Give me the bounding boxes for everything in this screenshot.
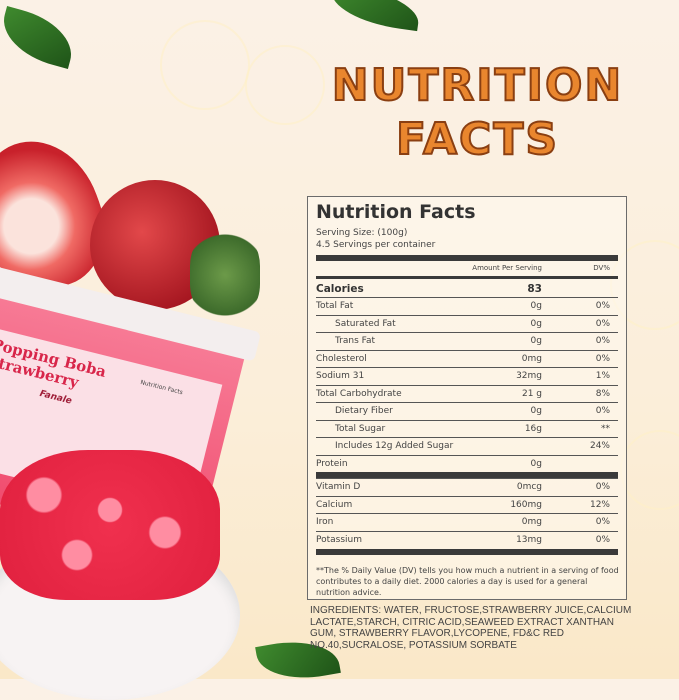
calories-row: Calories 83 xyxy=(316,280,618,297)
divider-line xyxy=(316,530,618,532)
nutrient-dv: 24% xyxy=(589,441,610,451)
leaf-decoration xyxy=(0,6,80,69)
nutrient-amount: 13mg xyxy=(516,534,542,545)
nutrient-dv: 12% xyxy=(589,499,610,510)
nutrient-label: Total Carbohydrate xyxy=(316,388,402,399)
nutrient-row: Protein 0g xyxy=(316,456,618,473)
calories-label: Calories xyxy=(316,283,364,295)
nutrient-row: Total Fat 0g 0% xyxy=(316,298,618,315)
nutrient-amount: 0g xyxy=(530,318,542,329)
nutrient-amount: 32mg xyxy=(516,371,542,381)
divider-line xyxy=(316,349,618,351)
nutrient-amount: 0mg xyxy=(521,517,542,527)
strawberry-leaves-image xyxy=(190,230,260,320)
nutrient-label: Potassium xyxy=(316,534,363,545)
nutrient-row: Cholesterol 0mg 0% xyxy=(316,351,618,368)
nutrient-amount: 0mcg xyxy=(516,482,542,492)
boba-pearls-image xyxy=(0,450,220,600)
nutrient-row: Vitamin D 0mcg 0% xyxy=(316,479,618,496)
nutrient-dv: 1% xyxy=(595,371,610,381)
divider-line xyxy=(316,437,618,438)
nutrient-dv: ** xyxy=(601,423,610,434)
calories-value: 83 xyxy=(527,283,542,295)
heading-line1: NUTRITION xyxy=(331,60,624,111)
nutrient-label: Sodium 31 xyxy=(316,371,365,381)
nutrient-row: Includes 12g Added Sugar 24% xyxy=(316,438,618,455)
divider-line xyxy=(316,367,618,368)
nutrient-amount: 16g xyxy=(524,423,542,434)
background-bubble xyxy=(620,430,679,510)
nutrient-amount: 0g xyxy=(530,406,542,416)
col-dv-header: DV% xyxy=(593,264,610,272)
leaf-decoration xyxy=(328,0,422,32)
nutrition-facts-title: Nutrition Facts xyxy=(316,201,476,223)
product-name: Popping Boba Strawberry xyxy=(0,335,108,397)
divider-line xyxy=(316,513,618,514)
brand-logo: Fanale xyxy=(38,388,73,407)
nutrient-dv: 0% xyxy=(595,318,610,329)
nutrient-dv: 8% xyxy=(595,388,610,399)
divider-thick xyxy=(316,255,618,261)
nutrition-facts-panel: Nutrition Facts Serving Size: (100g) 4.5… xyxy=(307,196,627,600)
nutrient-dv: 0% xyxy=(595,534,610,545)
divider-thick xyxy=(316,276,618,279)
nutrient-label: Vitamin D xyxy=(316,482,361,492)
nutrient-row: Saturated Fat 0g 0% xyxy=(316,316,618,333)
divider-line xyxy=(316,332,618,333)
divider-line xyxy=(316,478,618,479)
nutrient-label: Total Sugar xyxy=(335,423,386,434)
nutrient-dv: 0% xyxy=(595,301,610,311)
divider-line xyxy=(316,419,618,421)
servings-per-container: 4.5 Servings per container xyxy=(316,240,436,250)
background-bubble xyxy=(245,45,325,125)
column-header-row: Amount Per Serving DV% xyxy=(316,261,618,278)
background-bubble xyxy=(160,20,250,110)
nutrient-label: Dietary Fiber xyxy=(335,406,393,416)
divider-line xyxy=(316,384,618,386)
heading-line2: FACTS xyxy=(395,114,560,165)
nutrient-label: Includes 12g Added Sugar xyxy=(335,441,454,451)
nutrient-label: Trans Fat xyxy=(335,336,376,346)
nutrient-amount: 0g xyxy=(530,301,542,311)
nutrient-row: Dietary Fiber 0g 0% xyxy=(316,403,618,420)
divider-line xyxy=(316,454,618,456)
daily-value-footnote: **The % Daily Value (DV) tells you how m… xyxy=(316,566,619,597)
nutrient-label: Saturated Fat xyxy=(335,318,396,329)
divider-thick xyxy=(316,549,618,555)
nutrient-dv: 0% xyxy=(595,482,610,492)
serving-size: Serving Size: (100g) xyxy=(316,228,408,238)
nutrient-label: Total Fat xyxy=(316,301,354,311)
nutrient-amount: 160mg xyxy=(510,499,542,510)
ingredients-text: INGREDIENTS: WATER, FRUCTOSE,STRAWBERRY … xyxy=(310,605,632,651)
nutrient-amount: 0mg xyxy=(521,353,542,364)
nutrient-amount: 0g xyxy=(530,336,542,346)
nutrient-row: Total Sugar 16g ** xyxy=(316,421,618,438)
nutrient-dv: 0% xyxy=(595,517,610,527)
nutrient-label: Calcium xyxy=(316,499,353,510)
nutrient-row: Calcium 160mg 12% xyxy=(316,497,618,514)
nutrient-dv: 0% xyxy=(595,336,610,346)
nutrient-amount: 0g xyxy=(530,458,542,469)
nutrient-label: Protein xyxy=(316,458,348,469)
divider-line xyxy=(316,495,618,497)
nutrient-row: Sodium 31 32mg 1% xyxy=(316,368,618,385)
divider-line xyxy=(316,297,618,298)
divider-line xyxy=(316,402,618,403)
nutrient-row: Iron 0mg 0% xyxy=(316,514,618,531)
product-label-nutrition-title: Nutrition Facts xyxy=(139,378,184,397)
col-amount-header: Amount Per Serving xyxy=(472,264,542,272)
nutrient-row: Trans Fat 0g 0% xyxy=(316,333,618,350)
nutrient-dv: 0% xyxy=(595,406,610,416)
nutrient-row: Potassium 13mg 0% xyxy=(316,532,618,549)
divider-line xyxy=(316,314,618,316)
nutrient-amount: 21 g xyxy=(521,388,542,399)
nutrient-label: Iron xyxy=(316,517,334,527)
nutrient-row: Total Carbohydrate 21 g 8% xyxy=(316,386,618,403)
nutrient-dv: 0% xyxy=(595,353,610,364)
divider-thick xyxy=(316,472,618,478)
nutrient-label: Cholesterol xyxy=(316,353,367,364)
